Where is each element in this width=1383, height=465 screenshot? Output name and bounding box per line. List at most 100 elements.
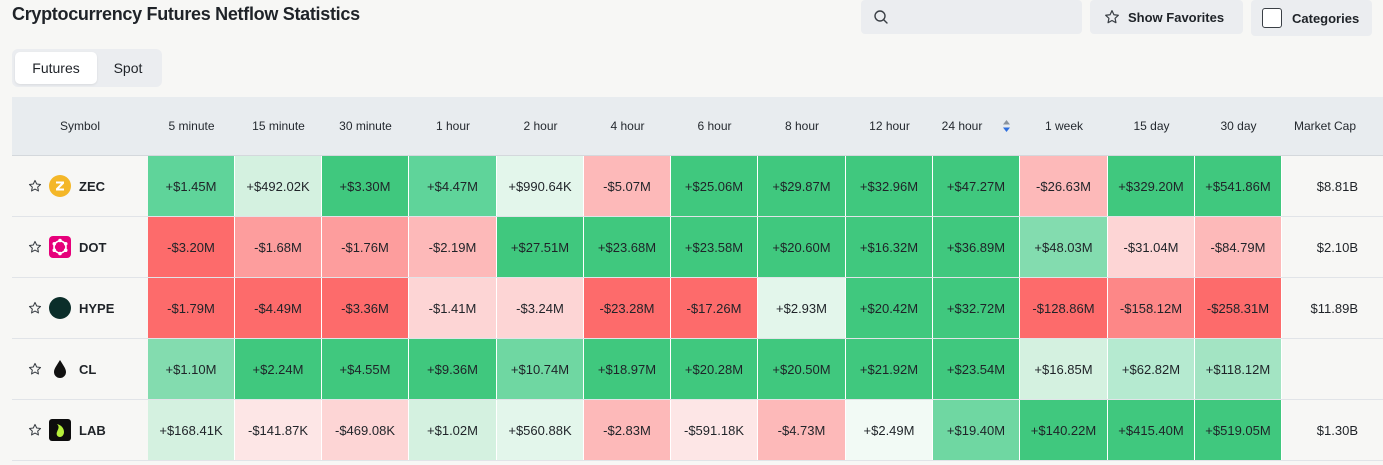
netflow-cell: +$20.50M [758,339,846,399]
zec-coin-icon [49,175,71,197]
star-icon [1105,10,1119,24]
netflow-cell: +$4.47M [409,156,497,216]
categories-checkbox[interactable] [1262,8,1282,28]
column-header[interactable]: 1 hour [435,119,471,133]
market-cap-cell: $11.89B [1282,278,1368,338]
netflow-cell: +$36.89M [933,217,1020,277]
column-header[interactable]: 15 day [1133,119,1170,133]
favorite-star-icon[interactable] [28,423,42,437]
netflow-cell: +$2.24M [235,339,322,399]
column-header-symbol[interactable]: Symbol [59,119,100,133]
categories-label: Categories [1292,10,1360,26]
netflow-cell: +$47.27M [933,156,1020,216]
netflow-cell: +$20.60M [758,217,846,277]
oil-drop-icon [49,358,71,380]
netflow-cell: +$1.02M [409,400,497,460]
symbol-label: LAB [79,422,106,438]
netflow-cell: -$3.36M [322,278,409,338]
column-header[interactable]: 5 minute [168,119,215,133]
netflow-cell: +$1.45M [148,156,235,216]
netflow-cell: -$1.41M [409,278,497,338]
table-row[interactable]: ZEC +$1.45M +$492.02K +$3.30M +$4.47M +$990.6… [12,156,1383,217]
show-favorites-button[interactable]: Show Favorites [1090,0,1243,34]
netflow-cell: -$128.86M [1020,278,1108,338]
symbol-label: DOT [79,239,107,255]
netflow-cell: +$48.03M [1020,217,1108,277]
tab-spot[interactable]: Spot [113,60,143,76]
page-title: Cryptocurrency Futures Netflow Statistic… [12,4,360,24]
netflow-cell: -$26.63M [1020,156,1108,216]
dot-coin-icon [49,236,71,258]
hype-coin-icon [49,297,71,319]
categories-button[interactable]: Categories [1251,0,1372,36]
netflow-cell: +$541.86M [1195,156,1282,216]
column-header[interactable]: 12 hour [869,119,910,133]
netflow-cell: +$23.68M [584,217,671,277]
netflow-cell: +$168.41K [148,400,235,460]
column-header[interactable]: 15 minute [252,119,305,133]
column-header[interactable]: 2 hour [523,119,558,133]
tab-futures[interactable]: Futures [15,52,97,84]
netflow-cell: +$18.97M [584,339,671,399]
column-header[interactable]: 4 hour [610,119,645,133]
column-header[interactable]: 6 hour [697,119,732,133]
symbol-cell: LAB [12,400,148,460]
lab-coin-icon [49,419,71,441]
netflow-table: Symbol 5 minute 15 minute 30 minute 1 ho… [12,97,1383,461]
symbol-label: HYPE [79,300,115,316]
search-box[interactable] [861,0,1082,34]
netflow-cell: -$4.73M [758,400,846,460]
column-header[interactable]: 1 week [1044,119,1084,133]
favorite-star-icon[interactable] [28,179,42,193]
netflow-cell: +$415.40M [1108,400,1195,460]
netflow-cell: +$25.06M [671,156,758,216]
show-favorites-label: Show Favorites [1128,9,1225,25]
netflow-cell: +$19.40M [933,400,1020,460]
netflow-cell: +$3.30M [322,156,409,216]
table-row[interactable]: DOT -$3.20M -$1.68M -$1.76M -$2.19M +$27.51M +… [12,217,1383,278]
column-header-label: 24 hour [941,119,983,133]
netflow-cell: -$5.07M [584,156,671,216]
netflow-cell: -$1.76M [322,217,409,277]
netflow-cell: -$3.20M [148,217,235,277]
netflow-cell: -$591.18K [671,400,758,460]
table-row[interactable]: LAB +$168.41K -$141.87K -$469.08K +$1.02M +$5… [12,400,1383,461]
search-input[interactable] [897,0,1077,34]
symbol-cell: DOT [12,217,148,277]
netflow-cell: +$9.36M [409,339,497,399]
netflow-cell: +$62.82M [1108,339,1195,399]
netflow-cell: -$158.12M [1108,278,1195,338]
netflow-cell: +$32.72M [933,278,1020,338]
market-cap-cell: $1.30B [1282,400,1368,460]
table-row[interactable]: CL +$1.10M +$2.24M +$4.55M +$9.36M +$10.74M +$… [12,339,1383,400]
market-type-tabs: Futures Spot [12,49,162,87]
sort-icon[interactable] [1002,119,1011,133]
netflow-cell: +$1.10M [148,339,235,399]
favorite-star-icon[interactable] [28,362,42,376]
column-header[interactable]: 30 day [1220,119,1257,133]
netflow-cell: +$27.51M [497,217,584,277]
netflow-cell: -$1.79M [148,278,235,338]
netflow-cell: +$23.54M [933,339,1020,399]
netflow-cell: -$141.87K [235,400,322,460]
column-header[interactable]: 8 hour [784,119,820,133]
netflow-cell: +$560.88K [497,400,584,460]
table-row[interactable]: HYPE -$1.79M -$4.49M -$3.36M -$1.41M -$3.24M -… [12,278,1383,339]
favorite-star-icon[interactable] [28,240,42,254]
netflow-cell: +$329.20M [1108,156,1195,216]
netflow-cell: +$2.93M [758,278,846,338]
netflow-cell: +$23.58M [671,217,758,277]
netflow-cell: +$140.22M [1020,400,1108,460]
netflow-cell: -$3.24M [497,278,584,338]
netflow-cell: +$29.87M [758,156,846,216]
market-cap-cell: $2.10B [1282,217,1368,277]
column-header-market-cap[interactable]: Market Cap [1293,119,1357,133]
search-icon [874,10,888,24]
column-header[interactable]: 30 minute [339,119,392,133]
symbol-cell: ZEC [12,156,148,216]
column-header-24-hour[interactable]: 24 hour [933,97,1020,155]
netflow-cell: +$16.32M [846,217,933,277]
favorite-star-icon[interactable] [28,301,42,315]
netflow-cell: -$84.79M [1195,217,1282,277]
netflow-cell: -$2.83M [584,400,671,460]
